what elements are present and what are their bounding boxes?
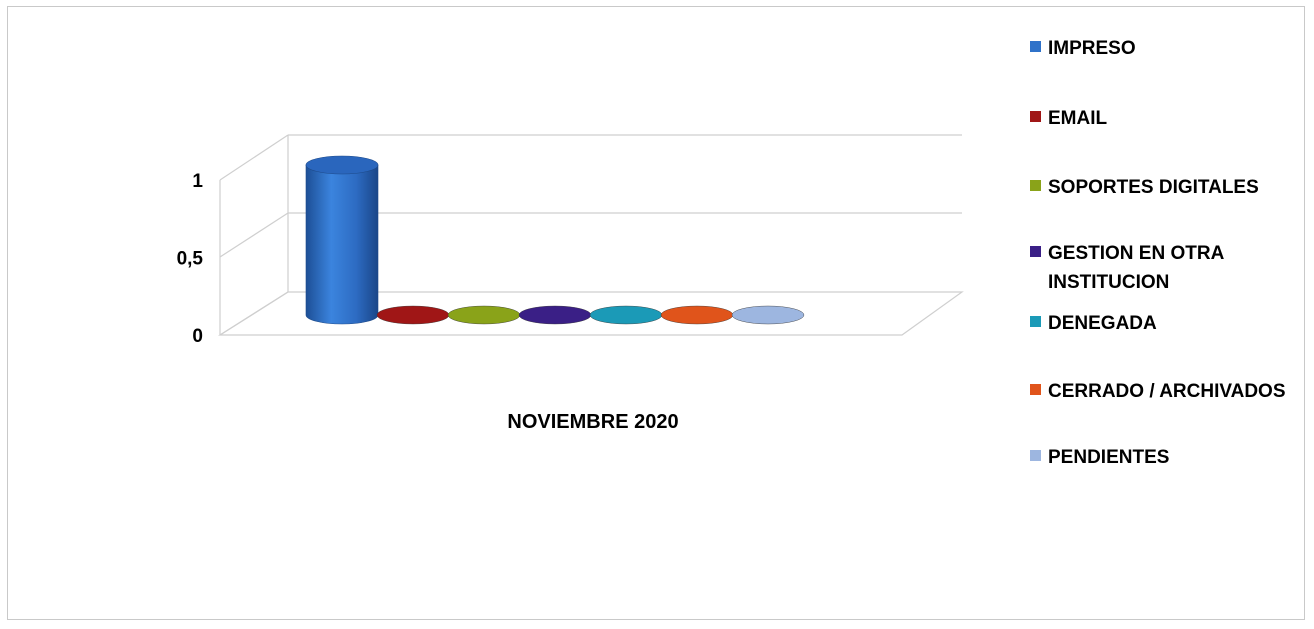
legend-swatch (1030, 450, 1041, 461)
bar-disc (731, 305, 805, 325)
bar-disc (518, 305, 592, 325)
bar-body (305, 164, 379, 325)
bar-top (305, 155, 379, 175)
chart-frame (7, 6, 1305, 620)
legend-item: EMAIL (1030, 108, 1108, 129)
legend-label: GESTION EN OTRA INSTITUCION (1048, 243, 1225, 293)
bar-email (376, 305, 450, 325)
legend-item: CERRADO / ARCHIVADOS (1030, 381, 1286, 402)
bar-disc (376, 305, 450, 325)
bar-denegada (589, 305, 663, 325)
legend-item: DENEGADA (1030, 313, 1157, 334)
legend-label: IMPRESO (1048, 38, 1136, 59)
bar-gestion-en-otra-institucion (518, 305, 592, 325)
y-tick-label: 0 (192, 326, 203, 347)
legend-swatch (1030, 41, 1041, 52)
bar-soportes-digitales (447, 305, 521, 325)
legend-item: SOPORTES DIGITALES (1030, 177, 1259, 198)
bar-pendientes (731, 305, 805, 325)
legend-item: IMPRESO (1030, 38, 1136, 59)
legend-swatch (1030, 180, 1041, 191)
y-axis-ticks: 00,51 (177, 171, 204, 347)
legend-item: GESTION EN OTRA INSTITUCION (1030, 243, 1225, 293)
legend-label: SOPORTES DIGITALES (1048, 177, 1259, 198)
y-tick-label: 0,5 (177, 249, 204, 270)
gridline-side-0 (219, 291, 289, 336)
bars (305, 155, 805, 325)
y-tick-label: 1 (192, 171, 203, 192)
bar-impreso (305, 155, 379, 325)
legend-item: PENDIENTES (1030, 447, 1169, 468)
category-label: NOVIEMBRE 2020 (507, 411, 678, 433)
legend-label: DENEGADA (1048, 313, 1157, 334)
bar-disc (447, 305, 521, 325)
bar-disc (660, 305, 734, 325)
legend-swatch (1030, 316, 1041, 327)
plot-walls (217, 134, 964, 336)
legend: IMPRESO EMAIL SOPORTES DIGITALES GESTION EN… (1030, 38, 1286, 468)
gridline-side-1 (219, 134, 289, 181)
legend-label: EMAIL (1048, 108, 1108, 129)
gridline-side-05 (219, 212, 289, 258)
legend-swatch (1030, 384, 1041, 395)
legend-label: PENDIENTES (1048, 447, 1169, 468)
legend-swatch (1030, 246, 1041, 257)
legend-label: CERRADO / ARCHIVADOS (1048, 381, 1286, 402)
bar-cerrado-archivados (660, 305, 734, 325)
bar-disc (589, 305, 663, 325)
legend-swatch (1030, 111, 1041, 122)
